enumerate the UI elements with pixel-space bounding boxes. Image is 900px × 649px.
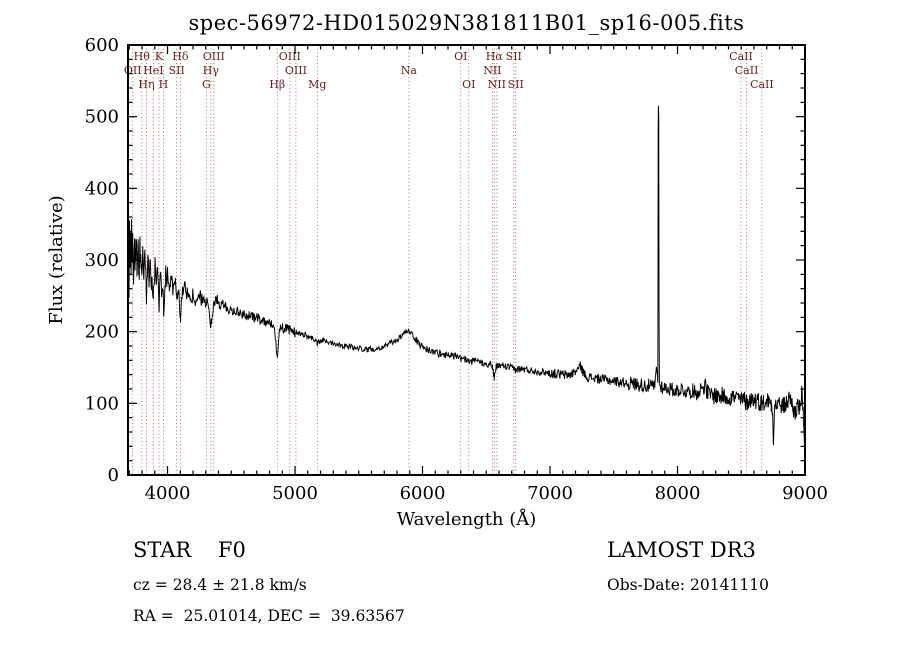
spectral-line-label: OI — [454, 50, 467, 63]
spectral-line-label: K — [155, 50, 164, 63]
spectral-line-label: HeI — [143, 64, 163, 77]
axes — [127, 44, 806, 476]
axis-frame — [127, 44, 806, 476]
spectral-line-label: G — [202, 78, 211, 91]
y-tick-label: 600 — [85, 35, 119, 56]
obs-date-text: Obs-Date: 20141110 — [607, 576, 769, 594]
spectral-line-label: OI — [462, 78, 475, 91]
spectrum-line — [128, 105, 805, 463]
spectral-line-label: NII — [488, 78, 506, 91]
y-tick-label: 300 — [85, 250, 119, 271]
spectral-line-label: SII — [508, 78, 524, 91]
y-tick-label: 200 — [85, 322, 119, 343]
x-tick-label: 9000 — [782, 483, 828, 504]
spectral-line-label: Hδ — [172, 50, 189, 63]
x-tick-label: 6000 — [400, 483, 446, 504]
cz-velocity-text: cz = 28.4 ± 21.8 km/s — [133, 576, 307, 594]
y-tick-label: 500 — [85, 107, 119, 128]
spectral-line-label: SII — [169, 64, 185, 77]
spectral-line-markers — [132, 45, 763, 475]
y-tick-label: 100 — [85, 393, 119, 414]
spectral-line-label: CaII — [750, 78, 774, 91]
spectral-line-label: Hα — [486, 50, 504, 63]
x-tick-label: 8000 — [655, 483, 701, 504]
x-tick-label: 4000 — [145, 483, 191, 504]
spectral-line-label: SII — [506, 50, 522, 63]
spectral-line-label: CaII — [735, 64, 759, 77]
y-tick-label: 0 — [108, 465, 119, 486]
classification-text: STAR F0 — [133, 538, 246, 562]
x-axis-label: Wavelength (Å) — [397, 508, 537, 530]
x-tick-label: 7000 — [527, 483, 573, 504]
axis-tick-labels: 4000 5000 6000 7000 8000 9000 0 100 200 300 400 500… — [85, 35, 828, 504]
spectral-line-label: NII — [483, 64, 501, 77]
spectral-line-label: H — [159, 78, 169, 91]
spectral-line-label: OIII — [203, 50, 225, 63]
spectral-line-label: OII — [124, 64, 142, 77]
survey-release-text: LAMOST DR3 — [607, 538, 756, 562]
spectral-line-label: Hβ — [269, 78, 285, 91]
y-axis-label: Flux (relative) — [46, 195, 67, 324]
spectral-line-label: Mg — [308, 78, 326, 91]
spectral-line-label: Na — [401, 64, 418, 77]
spectral-line-label: Hθ — [134, 50, 151, 63]
x-tick-label: 5000 — [272, 483, 318, 504]
spectral-line-label: OIII — [285, 64, 307, 77]
plot-title: spec-56972-HD015029N381811B01_sp16-005.f… — [188, 11, 745, 35]
spectral-line-label: Hη — [138, 78, 154, 91]
spectral-line-label: Hγ — [203, 64, 220, 77]
y-tick-label: 400 — [85, 178, 119, 199]
spectral-line-label: CaII — [729, 50, 753, 63]
ra-dec-text: RA = 25.01014, DEC = 39.63567 — [133, 607, 405, 625]
spectral-line-label: OIII — [279, 50, 301, 63]
